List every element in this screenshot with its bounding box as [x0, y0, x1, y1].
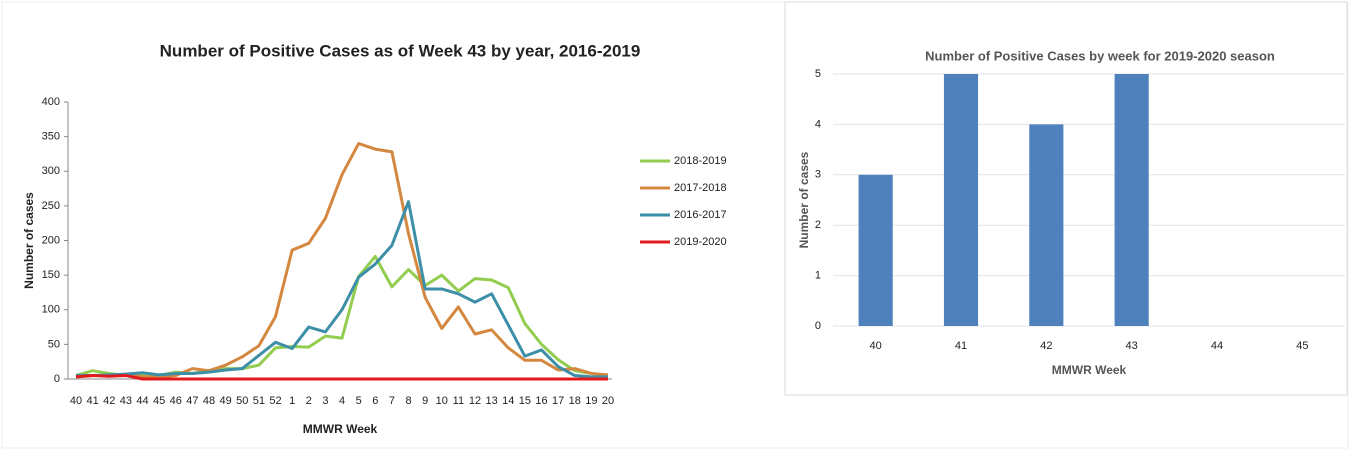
x-tick-label: 45 — [153, 395, 165, 407]
y-tick-label: 0 — [815, 320, 821, 332]
x-tick-label: 13 — [486, 395, 498, 407]
x-tick-label: 44 — [1211, 340, 1223, 352]
legend-label: 2016-2017 — [674, 209, 727, 221]
x-tick-label: 2 — [306, 395, 312, 407]
y-tick-label: 250 — [42, 200, 60, 212]
x-tick-label: 8 — [405, 395, 411, 407]
x-tick-label: 43 — [120, 395, 132, 407]
x-tick-label: 3 — [322, 395, 328, 407]
bar — [943, 74, 979, 326]
x-tick-label: 1 — [289, 395, 295, 407]
y-tick-label: 300 — [42, 165, 60, 177]
x-tick-label: 40 — [870, 340, 882, 352]
x-tick-label: 41 — [955, 340, 967, 352]
x-tick-label: 50 — [236, 395, 248, 407]
y-axis-label: Number of cases — [797, 151, 811, 248]
x-tick-label: 11 — [453, 395, 464, 407]
x-tick-label: 12 — [469, 395, 481, 407]
legend-label: 2019-2020 — [674, 236, 727, 248]
x-tick-label: 6 — [372, 395, 378, 407]
x-tick-label: 46 — [170, 395, 182, 407]
x-tick-label: 49 — [220, 395, 232, 407]
bar — [1029, 124, 1064, 327]
y-tick-label: 350 — [42, 131, 60, 143]
x-tick-label: 14 — [502, 395, 514, 407]
series-line — [75, 142, 609, 379]
y-tick-label: 5 — [815, 68, 821, 80]
x-tick-label: 16 — [535, 395, 547, 407]
x-tick-label: 43 — [1126, 340, 1138, 352]
x-tick-label: 4 — [339, 395, 345, 407]
x-tick-label: 5 — [356, 395, 362, 407]
x-axis-label: MMWR Week — [1052, 363, 1127, 377]
x-tick-label: 51 — [253, 395, 265, 407]
chart-title: Number of Positive Cases as of Week 43 b… — [160, 41, 641, 60]
x-tick-label: 44 — [136, 395, 148, 407]
y-tick-label: 3 — [815, 169, 821, 181]
x-tick-label: 42 — [103, 395, 115, 407]
series-line — [75, 374, 608, 381]
x-tick-label: 15 — [519, 395, 531, 407]
bar — [1114, 74, 1149, 326]
y-tick-label: 150 — [42, 269, 60, 281]
x-tick-label: 7 — [389, 395, 395, 407]
x-tick-label: 48 — [203, 395, 215, 407]
legend-label: 2017-2018 — [674, 182, 727, 194]
x-tick-label: 19 — [585, 395, 597, 407]
x-tick-label: 45 — [1296, 340, 1308, 352]
x-tick-label: 42 — [1040, 340, 1052, 352]
y-tick-label: 50 — [48, 338, 60, 350]
series-line — [76, 200, 608, 379]
chart-title: Number of Positive Cases by week for 201… — [925, 48, 1275, 63]
x-tick-label: 52 — [269, 395, 281, 407]
legend-label: 2018-2019 — [674, 155, 727, 167]
y-tick-label: 400 — [42, 96, 60, 108]
y-tick-label: 200 — [42, 234, 60, 246]
y-tick-label: 4 — [815, 118, 821, 130]
x-tick-label: 20 — [602, 395, 614, 407]
x-tick-label: 9 — [422, 395, 428, 407]
x-tick-label: 18 — [569, 395, 581, 407]
y-axis-label: Number of cases — [22, 192, 36, 289]
x-tick-label: 17 — [552, 395, 564, 407]
y-tick-label: 0 — [54, 373, 60, 385]
y-tick-label: 1 — [815, 270, 821, 282]
x-tick-label: 40 — [70, 395, 82, 407]
x-tick-label: 10 — [436, 395, 448, 407]
x-tick-label: 47 — [186, 395, 198, 407]
y-tick-label: 2 — [815, 219, 821, 231]
x-axis-label: MMWR Week — [303, 422, 378, 436]
bar — [858, 174, 893, 326]
x-tick-label: 41 — [87, 395, 99, 407]
y-tick-label: 100 — [42, 304, 60, 316]
